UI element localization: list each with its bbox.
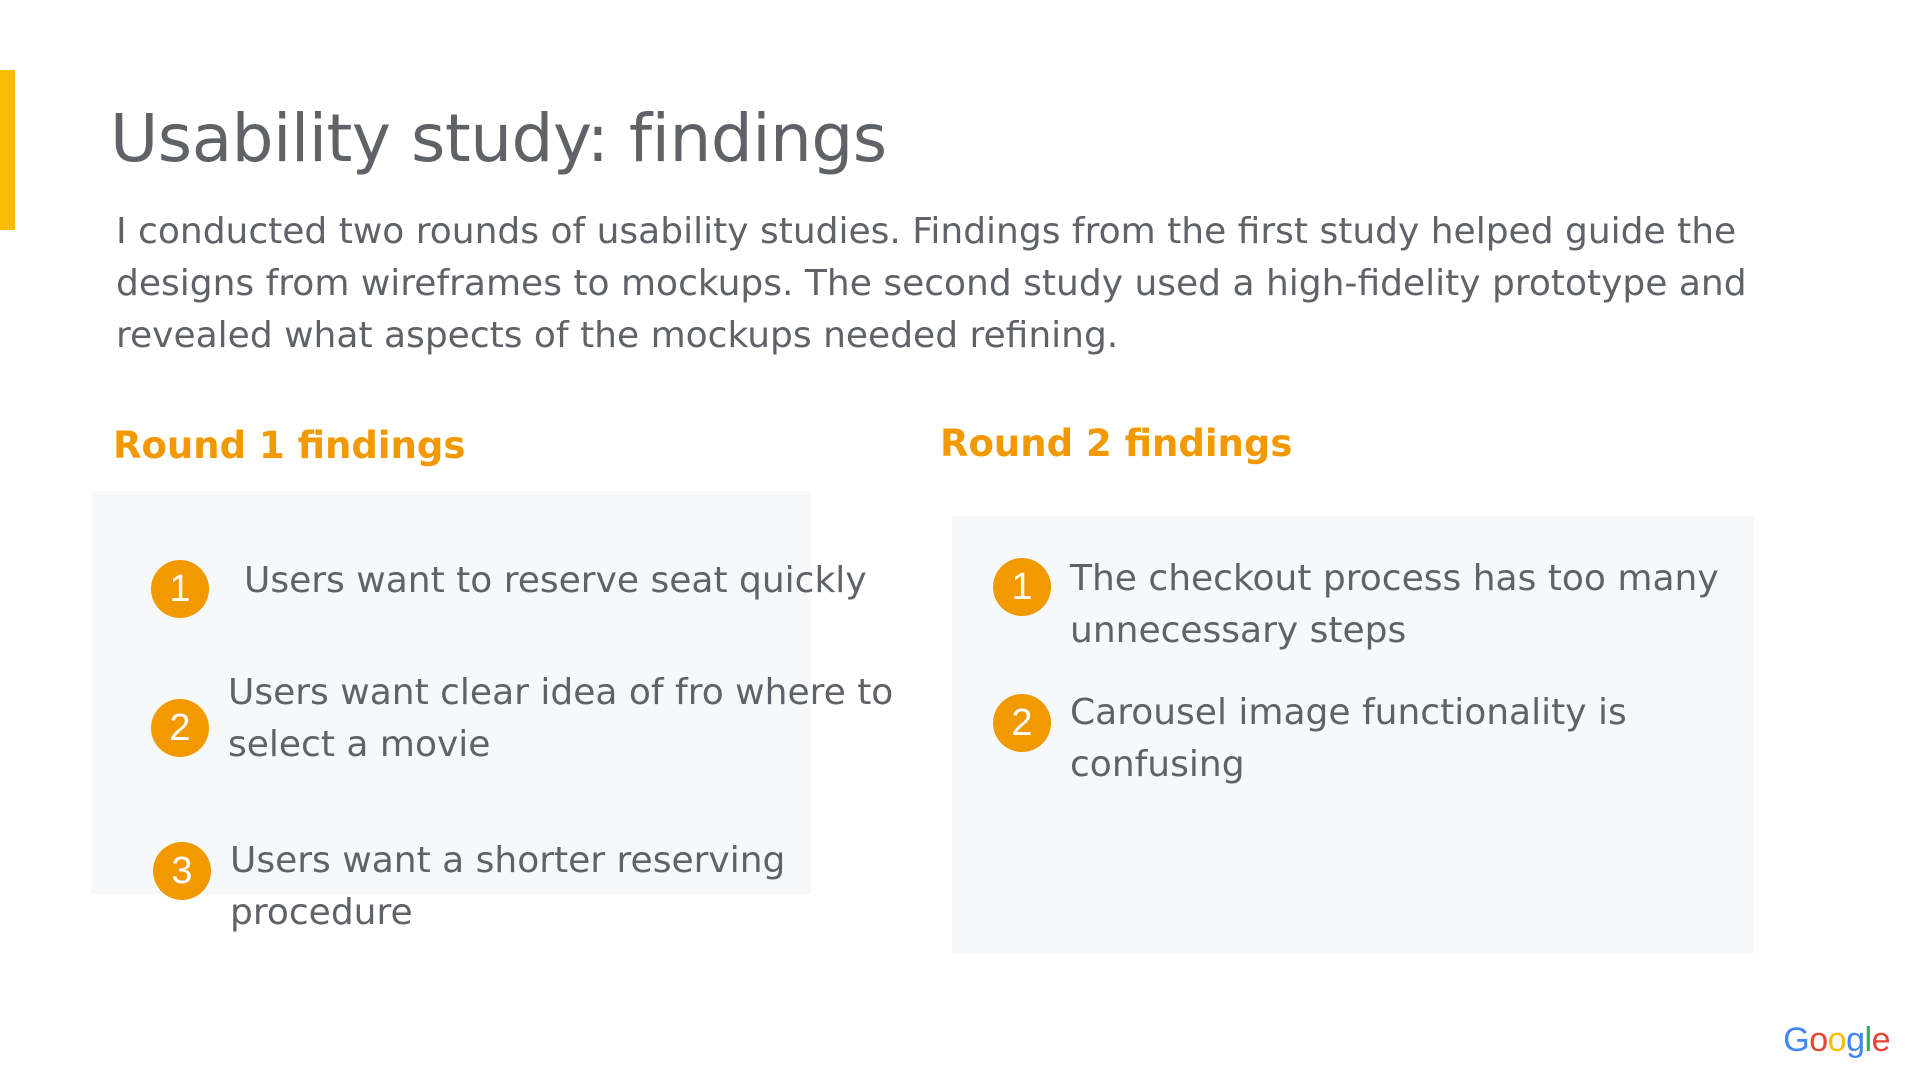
number-badge: 3 [153,842,211,900]
round2-panel [952,516,1754,953]
number-badge: 1 [993,558,1051,616]
intro-paragraph: I conducted two rounds of usability stud… [116,211,1747,356]
logo-letter: g [1846,1021,1865,1059]
google-logo: Google [1783,1021,1890,1060]
logo-letter: o [1827,1021,1847,1059]
round1-panel [91,491,811,894]
finding-text: Users want a shorter reserving procedure [230,840,786,933]
slide-title: Usability study: findings [110,100,887,177]
finding-text: Users want clear idea of fro where to se… [228,672,894,765]
finding-text: Users want to reserve seat quickly [244,560,867,601]
round2-heading: Round 2 findings [940,422,1293,465]
round1-heading: Round 1 findings [113,424,466,467]
logo-letter: G [1783,1021,1810,1059]
number-badge: 2 [993,694,1051,752]
number-badge: 1 [151,560,209,618]
accent-bar [0,70,15,230]
logo-letter: l [1864,1021,1873,1059]
number-badge: 2 [151,699,209,757]
finding-text: Carousel image functionality is confusin… [1070,692,1627,785]
logo-letter: o [1809,1021,1828,1059]
logo-letter: e [1871,1021,1891,1059]
finding-text: The checkout process has too many unnece… [1070,558,1719,651]
